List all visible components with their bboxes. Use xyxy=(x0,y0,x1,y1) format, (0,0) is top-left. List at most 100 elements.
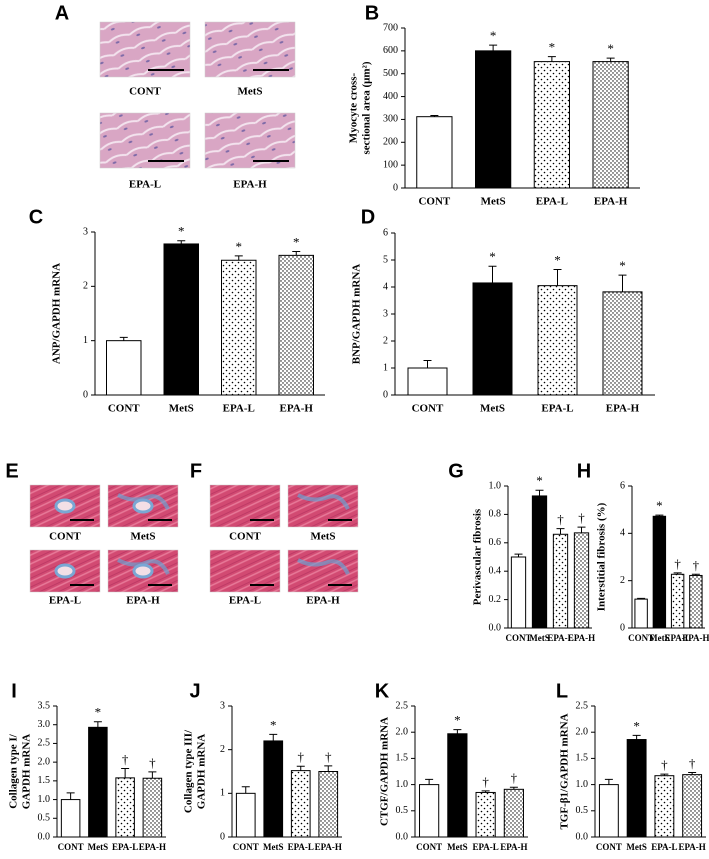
x-tick-label: EPA-H xyxy=(139,842,166,852)
significance-mark: † xyxy=(661,757,668,772)
image-label: CONT xyxy=(49,531,81,543)
y-tick-label: 0 xyxy=(393,182,398,193)
bar xyxy=(652,515,667,629)
vessel xyxy=(54,563,76,579)
y-tick-label: 5 xyxy=(383,254,388,265)
error-bar xyxy=(553,268,562,286)
significance-mark: * xyxy=(656,498,663,513)
x-tick-label: CONT xyxy=(418,196,450,208)
y-tick-label: 2.0 xyxy=(576,726,589,737)
panel-letter: I xyxy=(11,680,17,702)
image-label: EPA-H xyxy=(233,179,267,191)
y-tick-label: 1.0 xyxy=(38,794,51,805)
significance-mark: † xyxy=(578,510,585,525)
error-bar xyxy=(489,44,498,51)
x-tick-label: EPA-H xyxy=(500,842,527,852)
significance-mark: * xyxy=(95,705,102,720)
error-bar xyxy=(324,765,333,772)
significance-mark: * xyxy=(270,717,277,732)
significance-mark: * xyxy=(293,235,300,250)
image-label: MetS xyxy=(310,531,335,543)
y-tick-label: 1 xyxy=(83,335,88,346)
image-label: EPA-H xyxy=(126,595,160,607)
x-tick-label: CONT xyxy=(505,633,531,643)
bar xyxy=(531,495,548,629)
image-label: MetS xyxy=(130,531,155,543)
bar xyxy=(689,574,703,629)
y-axis-label: Collagen type I/ xyxy=(8,733,20,809)
y-tick-label: 2.5 xyxy=(396,700,409,711)
y-tick-label: 100 xyxy=(383,159,398,170)
panel-letter: L xyxy=(556,680,568,702)
y-tick-label: 4 xyxy=(620,528,625,539)
y-tick-label: 3.0 xyxy=(38,719,51,730)
micrograph xyxy=(204,112,296,169)
x-tick-label: MetS xyxy=(447,842,468,852)
y-tick-label: 1.5 xyxy=(396,753,409,764)
x-tick-label: EPA-L xyxy=(472,842,498,852)
y-tick-label: 600 xyxy=(383,45,398,56)
bar xyxy=(626,739,647,838)
y-tick-label: 2 xyxy=(83,281,88,292)
y-tick-label: 2.0 xyxy=(38,756,51,767)
y-tick-label: 200 xyxy=(383,137,398,148)
blue-stain xyxy=(117,493,170,510)
error-bar xyxy=(514,553,523,557)
error-bar xyxy=(296,765,305,771)
bar xyxy=(654,775,675,838)
bar xyxy=(634,598,648,629)
x-tick-label: EPA-L xyxy=(536,196,568,208)
panel-letter: D xyxy=(361,206,375,228)
x-tick-label: EPA-H xyxy=(682,633,709,643)
x-tick-label: EPA-L xyxy=(651,842,677,852)
error-bar xyxy=(688,772,697,775)
bar xyxy=(407,367,448,396)
bar xyxy=(670,573,685,629)
vessel xyxy=(132,563,154,579)
y-tick-label: 1 xyxy=(220,788,225,799)
significance-mark: * xyxy=(454,713,461,728)
bar xyxy=(552,533,569,629)
significance-mark: * xyxy=(619,258,626,273)
error-bar xyxy=(535,489,544,496)
bar xyxy=(503,788,524,838)
error-bar xyxy=(673,572,682,575)
y-tick-label: 0.0 xyxy=(38,831,51,842)
x-tick-label: EPA-H xyxy=(315,842,342,852)
error-bar xyxy=(177,240,186,244)
y-tick-label: 0 xyxy=(383,389,388,400)
x-tick-label: MetS xyxy=(88,842,109,852)
micrograph xyxy=(204,21,296,78)
x-tick-label: EPA-L xyxy=(288,842,314,852)
significance-mark: * xyxy=(536,473,543,488)
y-tick-label: 0.5 xyxy=(38,813,51,824)
panel-letter: A xyxy=(55,2,69,24)
error-bar xyxy=(121,768,130,778)
x-tick-label: EPA-L xyxy=(664,633,690,643)
y-tick-label: 1 xyxy=(383,362,388,373)
significance-mark: † xyxy=(298,749,305,764)
bar xyxy=(115,777,135,838)
x-tick-label: MetS xyxy=(529,633,550,643)
bar xyxy=(475,50,512,189)
panel-letter: H xyxy=(577,460,591,482)
x-tick-label: CONT xyxy=(58,842,84,852)
bar xyxy=(235,792,256,838)
bar xyxy=(88,726,108,838)
x-tick-label: EPA-H xyxy=(678,842,705,852)
x-tick-label: CONT xyxy=(108,403,140,415)
significance-mark: † xyxy=(325,749,332,764)
y-tick-label: 0 xyxy=(83,389,88,400)
bar xyxy=(510,556,527,629)
bar xyxy=(419,784,440,838)
y-axis-label: CTGF/GAPDH mRNA xyxy=(379,717,391,826)
y-tick-label: 1.5 xyxy=(576,753,589,764)
error-bar xyxy=(606,57,615,62)
significance-mark: * xyxy=(490,28,497,43)
x-tick-label: MetS xyxy=(480,403,505,415)
y-axis-label: Collagen type III/ xyxy=(183,729,195,813)
bar xyxy=(533,61,570,189)
y-tick-label: 400 xyxy=(383,91,398,102)
error-bar xyxy=(655,514,664,517)
